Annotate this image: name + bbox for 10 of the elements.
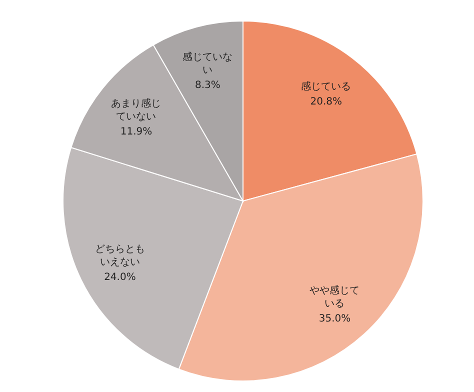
data-label: 24.0%	[104, 272, 136, 283]
slice-label: 感じている	[301, 80, 352, 92]
slice-label: あまり感じていない	[111, 97, 162, 122]
data-label: 35.0%	[318, 313, 351, 324]
data-label: 11.9%	[120, 126, 152, 138]
slice-label: やや感じている	[310, 284, 360, 310]
data-label: 8.3%	[195, 80, 220, 91]
data-label: 20.8%	[310, 96, 342, 108]
slice-label: 感じていない	[182, 50, 233, 76]
slice-label: どちらともいえない	[94, 244, 145, 268]
